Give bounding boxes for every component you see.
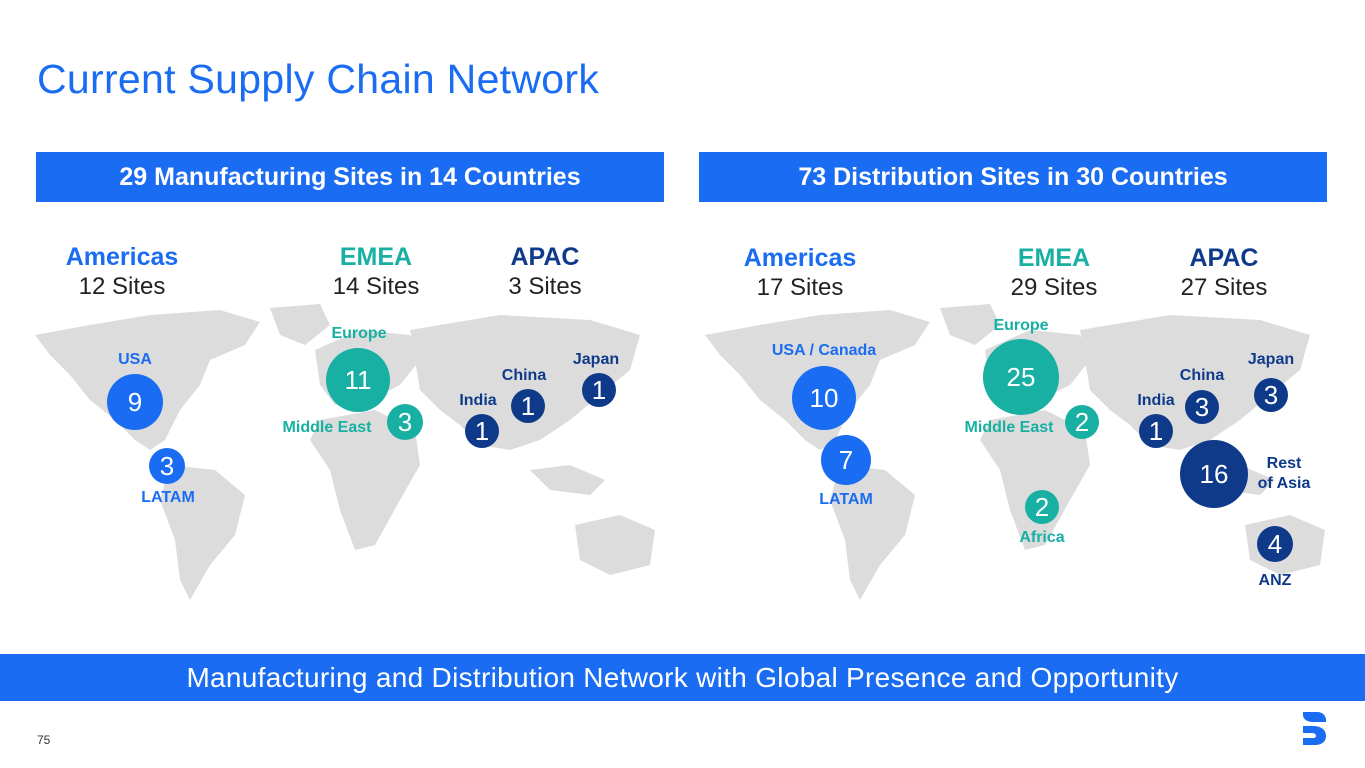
distribution-header: 73 Distribution Sites in 30 Countries <box>699 152 1327 202</box>
page-title: Current Supply Chain Network <box>37 56 600 102</box>
china-bubble: 3 <box>1185 390 1219 424</box>
latam-label: LATAM <box>819 491 873 508</box>
southeast-asia-shape <box>530 465 605 495</box>
anz-bubble: 4 <box>1257 526 1293 562</box>
manufacturing-header: 29 Manufacturing Sites in 14 Countries <box>36 152 664 202</box>
rest-of-asia-label-line2: of Asia <box>1257 475 1311 492</box>
region-count: 27 Sites <box>1180 274 1268 301</box>
india-bubble: 1 <box>1139 414 1173 448</box>
dist-region-emea: EMEA 29 Sites <box>1011 243 1098 303</box>
s-logo-icon <box>1303 712 1326 745</box>
india-bubble: 1 <box>465 414 499 448</box>
japan-bubble: 3 <box>1254 378 1288 412</box>
japan-label: Japan <box>1247 351 1295 368</box>
china-bubble: 1 <box>511 389 545 423</box>
middle-east-label: Middle East <box>964 419 1054 436</box>
rest-of-asia-label: Rest of Asia <box>1258 454 1311 494</box>
rest-of-asia-label-line1: Rest <box>1266 455 1302 472</box>
dist-region-apac: APAC 27 Sites <box>1181 243 1268 303</box>
latam-bubble: 7 <box>821 435 871 485</box>
region-count: 14 Sites <box>332 273 420 300</box>
usa-canada-label: USA / Canada <box>771 342 877 359</box>
page-number: 75 <box>37 733 51 747</box>
europe-label: Europe <box>993 317 1049 334</box>
region-count: 12 Sites <box>78 273 166 300</box>
mfg-region-apac: APAC 3 Sites <box>508 242 581 302</box>
asia-shape <box>1080 315 1310 450</box>
rest-of-asia-bubble: 16 <box>1180 440 1248 508</box>
mfg-region-emea: EMEA 14 Sites <box>333 242 420 302</box>
africa-bubble: 2 <box>1025 490 1059 524</box>
australia-shape <box>575 515 655 575</box>
india-label: India <box>459 392 497 409</box>
europe-bubble: 25 <box>983 339 1059 415</box>
region-name: Americas <box>743 244 857 272</box>
india-label: India <box>1137 392 1175 409</box>
region-count: 17 Sites <box>756 274 844 301</box>
africa-shape <box>980 410 1090 550</box>
region-name: Americas <box>65 243 179 271</box>
japan-label: Japan <box>572 351 620 368</box>
latam-label: LATAM <box>141 489 195 506</box>
usa-label: USA <box>118 351 152 368</box>
anz-label: ANZ <box>1258 572 1292 589</box>
region-count: 3 Sites <box>508 273 582 300</box>
region-name: APAC <box>1189 244 1259 272</box>
region-name: APAC <box>510 243 580 271</box>
china-label: China <box>1179 367 1225 384</box>
mfg-region-americas: Americas 12 Sites <box>66 242 179 302</box>
region-name: EMEA <box>1017 244 1091 272</box>
usa-canada-bubble: 10 <box>792 366 856 430</box>
south-america-shape <box>160 465 245 600</box>
europe-label: Europe <box>331 325 387 342</box>
asia-shape <box>410 315 640 450</box>
middle-east-bubble: 2 <box>1065 405 1099 439</box>
latam-bubble: 3 <box>149 448 185 484</box>
europe-bubble: 11 <box>326 348 390 412</box>
japan-bubble: 1 <box>582 373 616 407</box>
south-america-shape <box>830 465 915 600</box>
greenland-shape <box>270 304 330 345</box>
greenland-shape <box>940 304 1000 345</box>
africa-shape <box>310 410 420 550</box>
middle-east-bubble: 3 <box>387 404 423 440</box>
dist-region-americas: Americas 17 Sites <box>744 243 857 303</box>
china-label: China <box>501 367 547 384</box>
region-count: 29 Sites <box>1010 274 1098 301</box>
region-name: EMEA <box>339 243 413 271</box>
middle-east-label: Middle East <box>282 419 372 436</box>
africa-label: Africa <box>1019 529 1065 546</box>
usa-bubble: 9 <box>107 374 163 430</box>
footer-banner: Manufacturing and Distribution Network w… <box>0 654 1365 701</box>
